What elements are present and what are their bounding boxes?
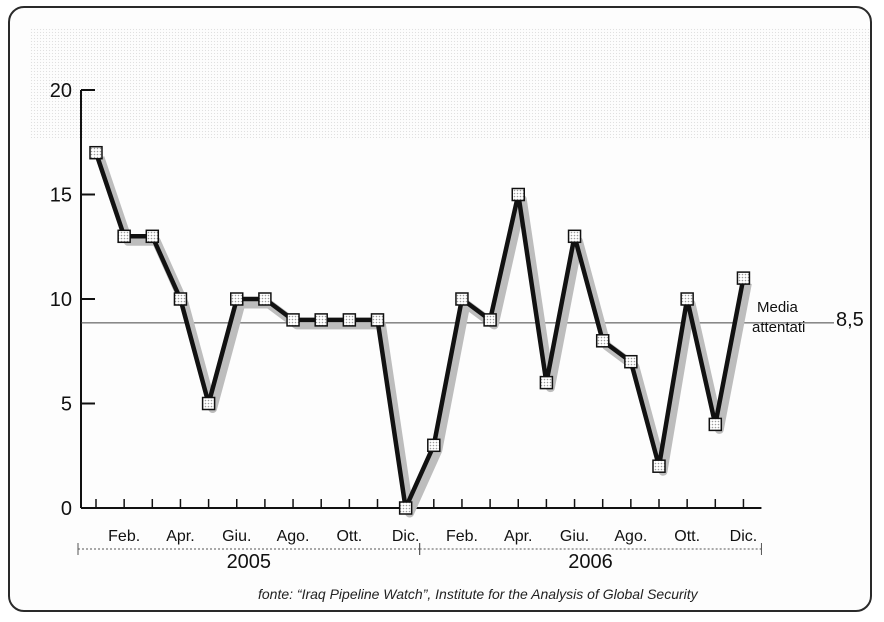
data-point-11 [398, 501, 413, 515]
x-month-label: Giu. [560, 528, 589, 545]
data-point-19 [624, 354, 638, 369]
x-month-label: Apr. [166, 528, 194, 545]
data-point-17 [567, 229, 582, 244]
data-point-20 [652, 459, 666, 473]
series-shadow [95, 156, 752, 518]
y-tick-label: 20 [50, 80, 72, 102]
data-point-9 [342, 313, 357, 327]
x-month-label: Apr. [504, 528, 532, 545]
y-tick-label: 15 [50, 185, 72, 207]
data-point-1 [117, 229, 131, 244]
data-point-0 [89, 145, 103, 160]
data-point-7 [286, 313, 300, 327]
source-note: fonte: “Iraq Pipeline Watch”, Institute … [258, 586, 698, 602]
data-point-5 [230, 292, 244, 306]
chart-frame [8, 6, 872, 612]
data-point-15 [511, 187, 525, 202]
average-label-line2: attentati [752, 319, 805, 336]
x-month-label: Feb. [446, 528, 478, 545]
series-line [93, 151, 746, 511]
data-point-21 [680, 292, 694, 306]
data-point-13 [455, 292, 469, 306]
data-point-3 [173, 292, 188, 306]
x-month-label: Feb. [108, 528, 140, 545]
data-point-4 [201, 396, 216, 411]
average-value-label: 8,5 [836, 309, 864, 331]
x-month-label: Ago. [277, 528, 310, 545]
data-point-12 [427, 438, 441, 453]
y-tick-label: 5 [61, 394, 72, 416]
x-month-label: Dic. [730, 528, 758, 545]
x-month-label: Giu. [222, 528, 251, 545]
x-month-label: Dic. [392, 528, 420, 545]
year-label: 2006 [568, 551, 613, 573]
year-label: 2005 [227, 551, 272, 573]
data-point-2 [145, 229, 160, 244]
y-tick-label: 10 [50, 289, 72, 311]
x-month-label: Ott. [674, 528, 700, 545]
data-point-10 [370, 313, 385, 327]
data-point-18 [595, 334, 610, 348]
data-point-16 [539, 375, 554, 390]
header-texture [30, 28, 870, 138]
data-point-22 [708, 417, 723, 432]
data-point-14 [483, 313, 497, 327]
average-label-line1: Media [757, 299, 799, 316]
y-tick-label: 0 [61, 498, 72, 520]
data-point-6 [258, 292, 272, 306]
x-month-label: Ott. [336, 528, 362, 545]
data-point-8 [314, 313, 328, 327]
data-point-23 [736, 271, 751, 285]
x-month-label: Ago. [614, 528, 647, 545]
